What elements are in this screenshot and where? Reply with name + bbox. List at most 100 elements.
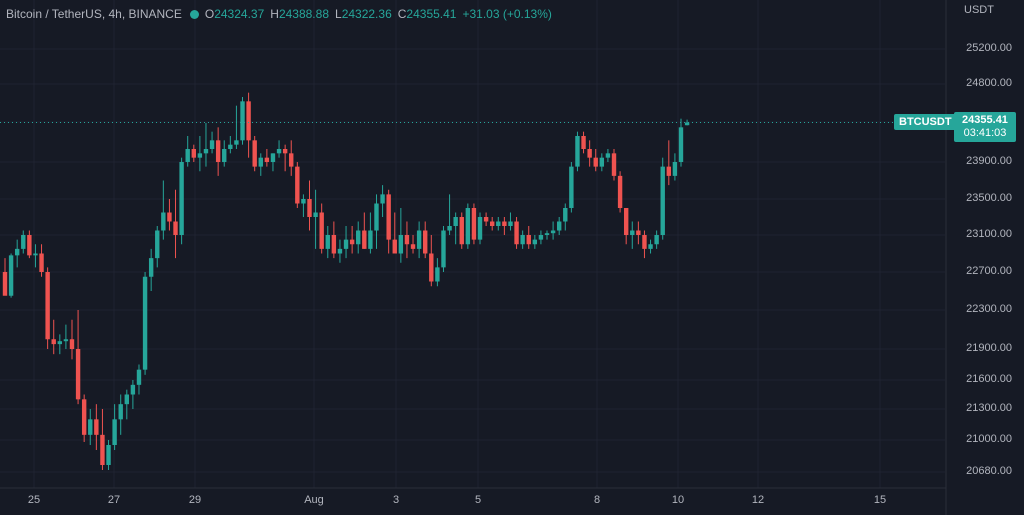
chart-grid <box>0 0 945 488</box>
candle-body <box>173 221 178 235</box>
candle-body <box>313 212 318 217</box>
candle-body <box>386 194 391 240</box>
candle-body <box>106 445 111 465</box>
price-tick-label: 22300.00 <box>966 303 1012 315</box>
candle-body <box>349 239 355 245</box>
candle-body <box>563 208 568 222</box>
candle-body <box>264 157 270 162</box>
bar-countdown: 03:41:03 <box>963 127 1007 139</box>
candle-body <box>435 267 440 282</box>
candle-body <box>581 136 586 149</box>
candle-body <box>617 175 623 208</box>
price-tick-label: 23500.00 <box>966 192 1012 204</box>
candle-body <box>575 136 580 167</box>
candle-body <box>136 369 142 385</box>
candle-body <box>490 221 495 226</box>
price-tick-label: 21600.00 <box>966 373 1012 385</box>
price-tick-label: 20680.00 <box>966 465 1012 477</box>
candle-body <box>100 434 105 465</box>
candle-body <box>258 157 263 167</box>
candle-body <box>356 230 361 245</box>
time-tick-label: 15 <box>873 494 887 506</box>
candle-body <box>33 253 38 256</box>
price-tick-label: 21300.00 <box>966 402 1012 414</box>
candle-body <box>392 239 397 254</box>
candle-body <box>471 208 477 240</box>
candle-body <box>8 255 14 296</box>
candle-body <box>672 162 678 176</box>
candle-body <box>508 221 513 226</box>
candle-body <box>410 244 416 249</box>
candle-body <box>39 253 44 272</box>
candle-body <box>276 149 282 154</box>
candle-body <box>623 208 629 235</box>
candle-body <box>325 235 330 249</box>
candle-body <box>301 199 306 204</box>
ohlc-high-label: H <box>270 7 279 21</box>
candle-body <box>654 235 659 245</box>
candle-body <box>130 384 136 395</box>
candle-body <box>520 235 525 245</box>
price-tick-label: 21900.00 <box>966 342 1012 354</box>
candle-body <box>483 217 489 222</box>
candle-body <box>197 153 203 158</box>
symbol-title[interactable]: Bitcoin / TetherUS, 4h, BINANCE <box>6 7 182 21</box>
time-tick-label: 10 <box>671 494 685 506</box>
time-tick-label: 12 <box>751 494 765 506</box>
candle-body <box>642 235 647 249</box>
ohlc-high-value: 24388.88 <box>278 7 329 21</box>
candle-body <box>203 149 209 154</box>
ohlc-low-label: L <box>335 7 342 21</box>
time-tick-label: Aug <box>304 494 324 506</box>
time-tick-label: 3 <box>392 494 400 506</box>
candle-body <box>441 230 446 268</box>
ohlc-low-value: 24322.36 <box>341 7 392 21</box>
candle-body <box>246 101 251 141</box>
market-status-icon <box>189 9 199 19</box>
candle-body <box>289 153 294 167</box>
candle-body <box>398 235 404 254</box>
candle-body <box>532 239 538 245</box>
candle-body <box>423 230 428 254</box>
candle-body <box>496 221 501 226</box>
candle-body <box>270 153 276 162</box>
candle-body <box>94 419 99 435</box>
time-tick-label: 27 <box>107 494 121 506</box>
candle-body <box>514 221 519 245</box>
price-tick-label: 24800.00 <box>966 77 1012 89</box>
candle-body <box>429 253 434 282</box>
candle-body <box>678 127 684 162</box>
candle-body <box>282 149 288 154</box>
candle-body <box>63 339 69 342</box>
candle-body <box>477 217 483 240</box>
candle-body <box>240 101 245 141</box>
candle-body <box>337 248 343 254</box>
candle-body <box>526 235 531 245</box>
time-tick-label: 29 <box>188 494 202 506</box>
candle-body <box>538 235 544 240</box>
price-tick-label: 23900.00 <box>966 155 1012 167</box>
time-tick-label: 5 <box>474 494 482 506</box>
candle-body <box>550 230 556 234</box>
candle-body <box>155 230 160 259</box>
candle-body <box>465 208 471 245</box>
candle-body <box>57 341 63 345</box>
candle-body <box>69 339 75 349</box>
candle-body <box>191 149 196 158</box>
ohlc-close-label: C <box>397 7 407 21</box>
candle-body <box>459 217 464 245</box>
candle-body <box>2 272 8 296</box>
candle-body <box>569 166 574 208</box>
candle-body <box>447 226 452 231</box>
price-tick-label: 21000.00 <box>966 433 1012 445</box>
currency-label[interactable]: USDT <box>964 4 994 16</box>
candle-body <box>295 166 300 204</box>
candle-body <box>599 157 605 167</box>
candle-body <box>222 149 227 162</box>
candle-body <box>587 149 592 158</box>
time-tick-label: 25 <box>27 494 41 506</box>
price-tick-label: 22700.00 <box>966 265 1012 277</box>
candle-body <box>167 212 172 222</box>
candle-body <box>362 230 367 249</box>
